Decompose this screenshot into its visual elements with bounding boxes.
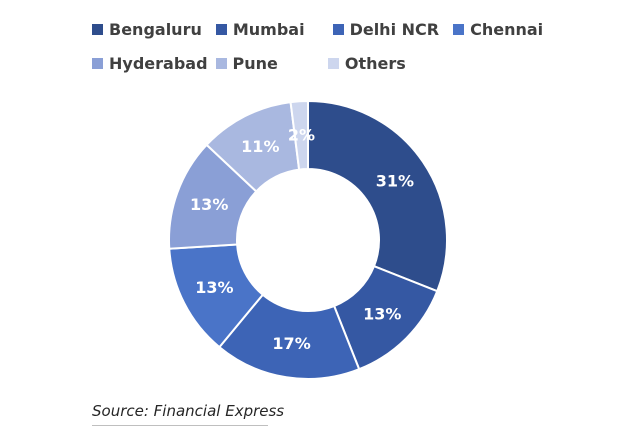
data-label-chennai: 13% (195, 278, 233, 297)
legend-swatch-bengaluru (92, 23, 103, 35)
legend-item-hyderabad: Hyderabad (92, 54, 208, 73)
legend-label-mumbai: Mumbai (232, 19, 305, 39)
legend-swatch-hyderabad (92, 57, 103, 69)
legend-swatch-pune (215, 57, 227, 69)
donut-slice-bengaluru (307, 99, 448, 293)
legend-swatch-others (327, 57, 339, 69)
data-label-bengaluru: 31% (376, 171, 414, 190)
legend-label-chennai: Chennai (470, 19, 544, 39)
data-label-mumbai: 13% (363, 305, 401, 324)
legend-label-bengaluru: Bengaluru (109, 19, 202, 39)
data-label-hyderabad: 13% (190, 195, 228, 214)
data-label-others: 2% (288, 126, 315, 145)
legend-label-pune: Pune (232, 53, 278, 73)
donut-slice-delhi-ncr (217, 293, 361, 380)
legend-row: Hyderabad Pune Others (92, 50, 562, 76)
data-label-pune: 11% (241, 137, 279, 156)
legend-swatch-delhi-ncr (332, 23, 344, 35)
source-note: Source: Financial Express (92, 402, 285, 420)
legend-item-pune: Pune (215, 53, 278, 73)
legend-swatch-chennai (453, 23, 465, 35)
legend-item-bengaluru: Bengaluru (92, 20, 202, 39)
legend-label-others: Others (344, 53, 406, 73)
legend-label-delhi-ncr: Delhi NCR (349, 19, 440, 39)
donut-labels: 31% 13% 17% 13% 13% 11% 2% (190, 126, 414, 354)
legend-label-hyderabad: Hyderabad (109, 53, 208, 73)
chart-legend: Bengaluru Mumbai Delhi NCR Chennai Hyder… (92, 16, 562, 84)
legend-item-delhi-ncr: Delhi NCR (332, 19, 440, 39)
legend-row: Bengaluru Mumbai Delhi NCR Chennai (92, 16, 562, 42)
donut-slices (168, 99, 448, 380)
data-label-delhi-ncr: 17% (272, 334, 310, 353)
source-underline (92, 425, 268, 426)
donut-slice-others (289, 99, 309, 171)
legend-item-mumbai: Mumbai (215, 19, 305, 39)
legend-item-others: Others (327, 53, 406, 73)
legend-item-chennai: Chennai (453, 20, 543, 39)
legend-swatch-mumbai (215, 23, 227, 35)
